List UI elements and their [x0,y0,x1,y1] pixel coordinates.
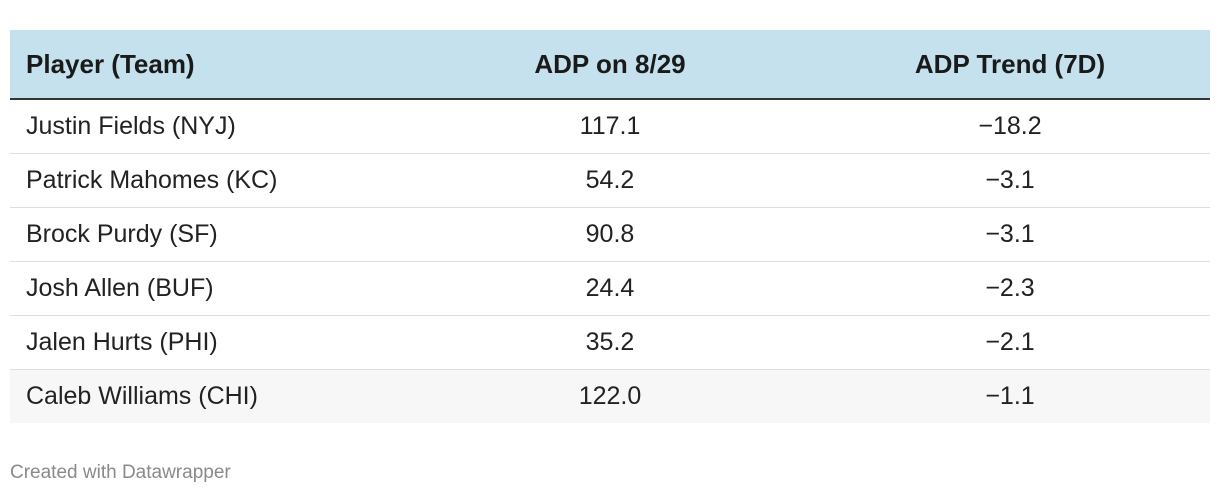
table-cell: Justin Fields (NYJ) [10,99,410,154]
table-row: Patrick Mahomes (KC) 54.2 −3.1 [10,153,1210,208]
table-cell: Caleb Williams (CHI) [10,369,410,423]
table-cell: Patrick Mahomes (KC) [10,153,410,208]
table-cell: −3.1 [810,153,1210,208]
table-cell: 54.2 [410,153,810,208]
table-cell: −1.1 [810,369,1210,423]
table-row: Justin Fields (NYJ) 117.1 −18.2 [10,99,1210,154]
header-row: Player (Team) ADP on 8/29 ADP Trend (7D) [10,30,1210,100]
table-cell: Josh Allen (BUF) [10,261,410,316]
table-cell: 24.4 [410,261,810,316]
table-cell: −18.2 [810,99,1210,154]
table-cell: Jalen Hurts (PHI) [10,315,410,370]
column-header: Player (Team) [10,30,410,100]
table-row: Caleb Williams (CHI) 122.0 −1.1 [10,369,1210,423]
table-cell: 122.0 [410,369,810,423]
table-row: Josh Allen (BUF) 24.4 −2.3 [10,261,1210,316]
column-header: ADP on 8/29 [410,30,810,100]
table-cell: 35.2 [410,315,810,370]
footer-credit: Created with Datawrapper [10,462,231,483]
table-cell: −2.3 [810,261,1210,316]
table-body: Justin Fields (NYJ) 117.1 −18.2 Patrick Mah… [10,99,1210,423]
table-row: Brock Purdy (SF) 90.8 −3.1 [10,207,1210,262]
data-table: Player (Team) ADP on 8/29 ADP Trend (7D) J… [10,30,1210,423]
table-cell: 117.1 [410,99,810,154]
table-cell: −2.1 [810,315,1210,370]
table-cell: −3.1 [810,207,1210,262]
table-row: Jalen Hurts (PHI) 35.2 −2.1 [10,315,1210,370]
column-header: ADP Trend (7D) [810,30,1210,100]
table-cell: Brock Purdy (SF) [10,207,410,262]
table-cell: 90.8 [410,207,810,262]
